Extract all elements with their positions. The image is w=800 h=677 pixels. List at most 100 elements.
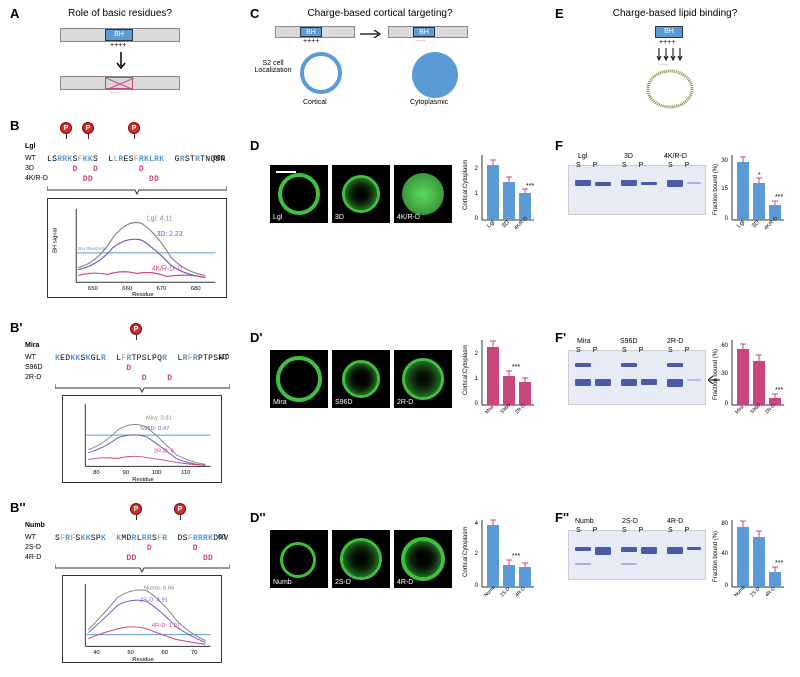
- label-a: A: [10, 6, 19, 21]
- schema-c-cyto: Cytoplasmic: [410, 99, 448, 106]
- svg-text:3D: 3D: [751, 219, 761, 229]
- phos-icon: P: [60, 122, 72, 134]
- bar-chart-d-lgl: 012 *** Lgl 3D 4K/R-D Cortical:Cytoplasm: [462, 150, 540, 240]
- schema-c-s2: S2 cell Localization: [252, 60, 294, 74]
- seq-wt: WT: [25, 155, 36, 162]
- svg-text:2S-D: 4.91: 2S-D: 4.91: [140, 597, 168, 603]
- seq-v1: S96D: [25, 364, 43, 371]
- svg-text:Fraction bound (%): Fraction bound (%): [713, 164, 719, 215]
- micrograph-label: 2S-D: [335, 579, 351, 586]
- gel-band: [621, 563, 637, 565]
- svg-text:***: ***: [512, 364, 520, 371]
- seq-end-mira: 110: [218, 354, 229, 361]
- gel-band: [575, 180, 591, 186]
- micrograph: Numb: [270, 530, 328, 588]
- svg-text:Lgl: Lgl: [486, 220, 496, 230]
- label-dp: D': [250, 330, 262, 345]
- svg-text:Fraction bound (%): Fraction bound (%): [713, 531, 719, 582]
- gel-sp: SP: [668, 347, 701, 354]
- gel-header: 2R-D: [667, 338, 683, 345]
- svg-text:15: 15: [721, 186, 728, 192]
- seq-v2: 4R-D: [25, 554, 41, 561]
- svg-text:80: 80: [93, 470, 100, 476]
- title-a: Role of basic residues?: [50, 8, 190, 19]
- cell-cytoplasmic-icon: [412, 52, 458, 98]
- gel-band: [575, 547, 591, 551]
- svg-text:S96D: 0.47: S96D: 0.47: [140, 426, 169, 432]
- cell-cortical-icon: [300, 52, 342, 94]
- gel-sp: SP: [576, 347, 609, 354]
- schema-a-plus: ++++: [110, 42, 126, 49]
- micrograph: Lgl: [270, 165, 328, 223]
- arrow-right-icon: [360, 30, 382, 38]
- svg-text:680: 680: [191, 286, 202, 292]
- svg-text:3D: 2.23: 3D: 2.23: [157, 231, 183, 238]
- label-fpp: F'': [555, 510, 569, 525]
- svg-text:2R-D: 0: 2R-D: 0: [154, 449, 175, 455]
- schema-a-minus: ----: [110, 90, 119, 97]
- label-e: E: [555, 6, 564, 21]
- gel-band: [595, 182, 611, 186]
- micrograph-label: 3D: [335, 214, 344, 221]
- seq-lgl-wt: LSRRKSFKKS LLRESFRKLRK GRSTRTNQSN: [47, 155, 226, 164]
- seq-name-lgl: Lgl: [25, 143, 36, 150]
- gel-header: S96D: [620, 338, 638, 345]
- gel-lgl: [568, 165, 706, 215]
- seq-numb-v2: DD DD: [55, 554, 213, 563]
- gel-band: [687, 547, 701, 550]
- gel-header: 4K/R-D: [664, 153, 687, 160]
- svg-text:Mira: Mira: [734, 404, 745, 415]
- svg-text:Numb: 6.66: Numb: 6.66: [144, 586, 174, 592]
- micrograph: 4K/R-D: [394, 165, 452, 223]
- gel-header: Lgl: [578, 153, 587, 160]
- gel-sp: SP: [622, 527, 655, 534]
- gel-sp: SP: [576, 162, 609, 169]
- label-b: B: [10, 118, 19, 133]
- svg-text:Lgl: Lgl: [736, 220, 746, 230]
- svg-text:Lgl: 4.11: Lgl: 4.11: [147, 216, 173, 223]
- schema-e-plus: ++++: [659, 39, 675, 46]
- svg-text:0: 0: [725, 583, 729, 589]
- svg-text:4R-D: 4R-D: [514, 586, 527, 599]
- phos-icon: P: [82, 122, 94, 134]
- svg-text:Cortical:Cytoplasm: Cortical:Cytoplasm: [463, 345, 469, 395]
- svg-text:0: 0: [725, 401, 729, 407]
- gel-header: 4R-D: [667, 518, 683, 525]
- svg-text:Cortical:Cytoplasm: Cortical:Cytoplasm: [463, 160, 469, 210]
- svg-text:40: 40: [721, 551, 728, 557]
- svg-text:***: ***: [775, 194, 783, 201]
- seq-mira-v1: D: [55, 364, 132, 373]
- bh-plot-numb: Numb: 6.66 2S-D: 4.91 4R-D: 1.07 4050607…: [62, 575, 222, 663]
- svg-text:Fraction bound (%): Fraction bound (%): [713, 349, 719, 400]
- svg-text:670: 670: [157, 286, 168, 292]
- phos-icon: P: [130, 503, 142, 515]
- micrograph-label: Lgl: [273, 214, 282, 221]
- gel-band: [595, 379, 611, 386]
- seq-lgl-3d: D D D: [47, 165, 144, 174]
- svg-text:Residue: Residue: [132, 657, 154, 662]
- seq-end-numb: 60: [218, 534, 226, 541]
- gel-band: [575, 379, 591, 386]
- micrograph-label: 2R-D: [397, 399, 413, 406]
- svg-text:4R-D: 1.07: 4R-D: 1.07: [152, 623, 180, 629]
- seq-mira-v2: D D: [55, 374, 172, 383]
- seq-wt: WT: [25, 534, 36, 541]
- seq-lgl-4k: DD DD: [47, 175, 159, 184]
- schema-c-cort: Cortical: [303, 99, 327, 106]
- svg-text:60: 60: [721, 343, 728, 349]
- gel-band: [641, 379, 657, 385]
- label-f: F: [555, 138, 563, 153]
- liposome-icon: [644, 68, 696, 110]
- gel-header: Numb: [575, 518, 594, 525]
- gel-sp: SP: [668, 527, 701, 534]
- gel-sp: SP: [622, 162, 655, 169]
- gel-band: [687, 379, 701, 381]
- phos-icon: P: [130, 323, 142, 335]
- bh-plot-mira: Mira: 0.81 S96D: 0.47 2R-D: 0 8090100110…: [62, 395, 222, 483]
- svg-text:4R-D: 4R-D: [764, 586, 777, 599]
- micrograph: 2S-D: [332, 530, 390, 588]
- micrograph: 3D: [332, 165, 390, 223]
- schema-a-bh1: BH: [105, 29, 133, 41]
- svg-text:Mira: Mira: [484, 404, 495, 415]
- micrograph-label: Numb: [273, 579, 292, 586]
